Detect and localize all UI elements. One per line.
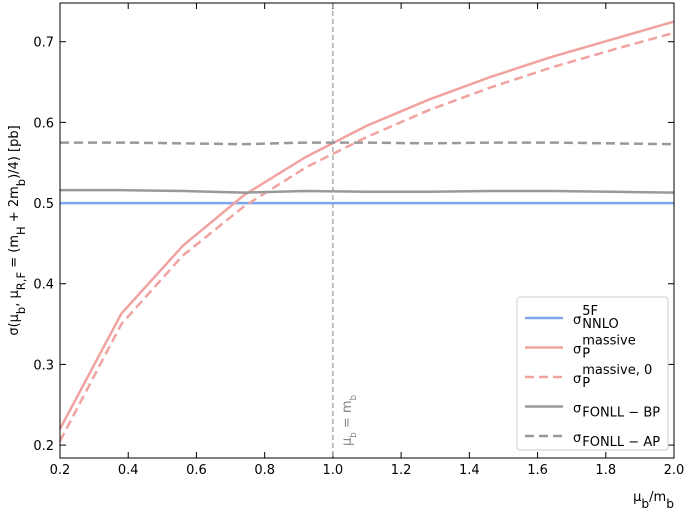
legend-label-sup: massive (582, 334, 635, 349)
y-tick-label: 0.4 (33, 278, 54, 293)
x-tick-label: 1.4 (459, 463, 480, 478)
y-tick-label: 0.2 (33, 439, 54, 454)
series-line (58, 20, 675, 430)
legend-label-sup: 5F (582, 304, 598, 319)
subscript: b (14, 307, 28, 314)
y-tick-label: 0.6 (33, 116, 54, 131)
y-tick-label: 0.5 (33, 197, 54, 212)
legend-label-sub: NNLO (582, 317, 618, 332)
legend-label-sub: P (582, 347, 590, 362)
x-tick-label: 1.2 (391, 463, 412, 478)
legend-label-sup: massive, 0 (582, 363, 652, 378)
text-part: /m (649, 490, 666, 505)
x-tick-label: 0.2 (50, 463, 71, 478)
subscript: H (14, 226, 28, 235)
y-tick-label: 0.7 (33, 36, 54, 51)
legend-label: σ (573, 343, 581, 358)
x-tick-label: 0.4 (118, 463, 139, 478)
text-part: μ (340, 438, 355, 446)
series-line (58, 31, 675, 442)
x-tick-label: 0.8 (254, 463, 275, 478)
text-part: = (m (7, 235, 22, 272)
text-part: μ (633, 490, 641, 505)
legend-label-sub: FONLL − BP (582, 406, 660, 421)
subscript: b (349, 432, 359, 437)
text-part: )/4) [pb] (7, 125, 22, 179)
subscript: b (14, 179, 28, 186)
legend-box (516, 296, 669, 451)
x-tick-label: 0.6 (186, 463, 207, 478)
label: μb/mb (633, 490, 674, 508)
subscript: R,F (14, 272, 28, 290)
x-tick-label: 1.8 (595, 463, 616, 478)
series-line (60, 141, 675, 146)
plot-frame (59, 2, 675, 459)
subscript: b (666, 497, 674, 508)
text-part: σ(μ (7, 314, 22, 336)
series-line (60, 188, 675, 194)
legend-label-sub: FONLL − AP (582, 435, 660, 450)
label: σ(μb, μR,F = (mH + 2mb)/4) [pb] (7, 125, 28, 335)
subscript: b (641, 497, 649, 508)
legend-label: σ (573, 313, 581, 328)
subscript: b (349, 395, 359, 400)
x-tick-label: 2.0 (664, 463, 685, 478)
legend-label-sub: P (582, 376, 590, 391)
label: μb = mb (340, 395, 359, 446)
legend-label: σ (573, 372, 581, 387)
text-part: + 2m (7, 186, 22, 226)
text-part: , μ (7, 290, 22, 307)
x-tick-label: 1.6 (527, 463, 548, 478)
legend-label: σ (573, 402, 581, 417)
text-part: = m (340, 400, 355, 432)
legend-label: σ (573, 431, 581, 446)
y-tick-label: 0.3 (33, 358, 54, 373)
x-tick-label: 1.0 (323, 463, 344, 478)
